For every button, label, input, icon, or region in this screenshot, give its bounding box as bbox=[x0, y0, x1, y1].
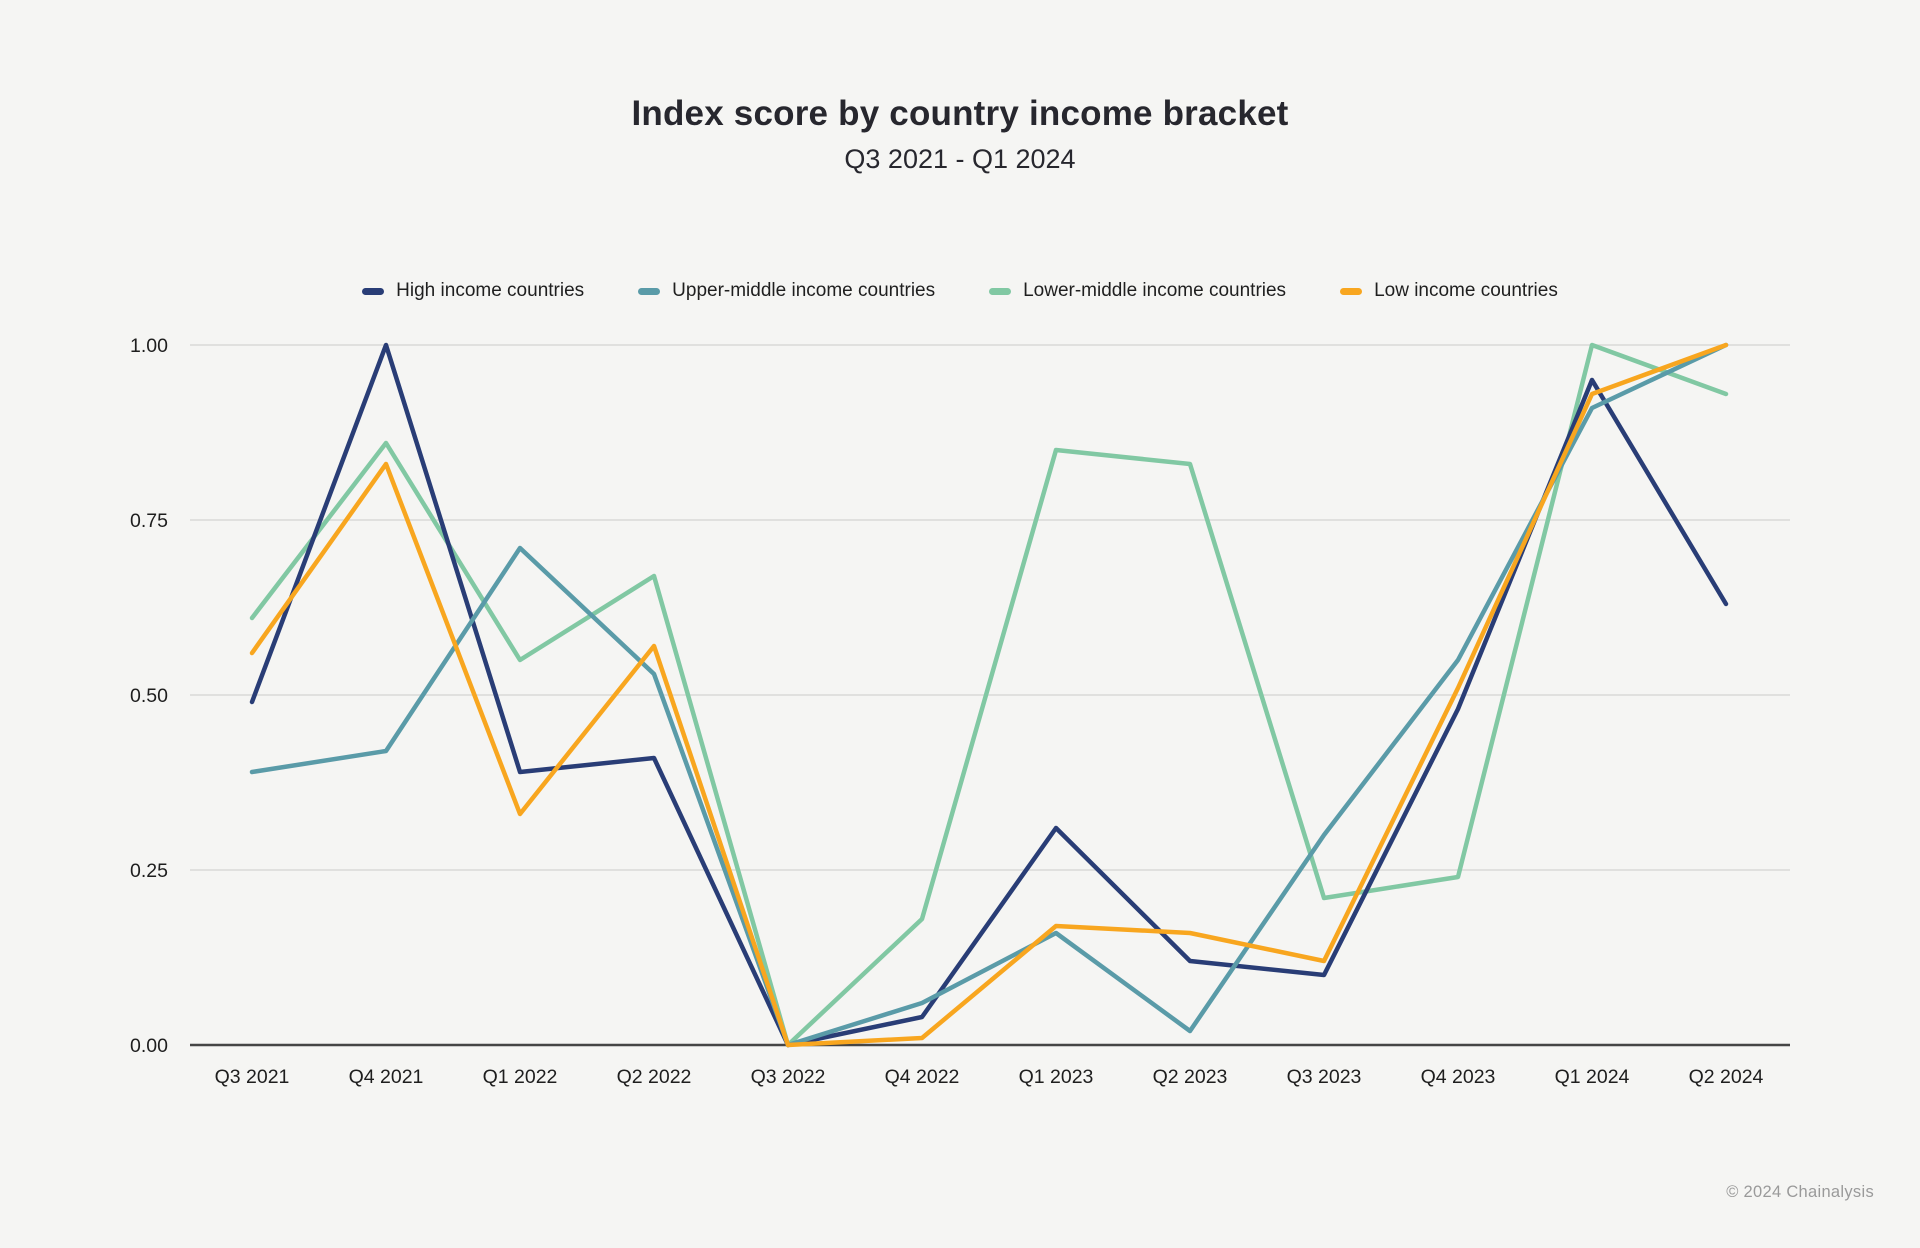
series-line-low-income-countries bbox=[249, 342, 1729, 1048]
legend-swatch-icon bbox=[989, 287, 1012, 295]
legend-item-upper-middle-income-countries: Upper-middle income countries bbox=[638, 280, 935, 302]
legend-swatch-icon bbox=[638, 287, 661, 295]
y-tick-label: 1.00 bbox=[130, 335, 168, 357]
x-tick-label: Q4 2023 bbox=[1421, 1066, 1496, 1088]
chart-title: Index score by country income bracket bbox=[631, 94, 1289, 133]
x-tick-label: Q3 2021 bbox=[215, 1066, 290, 1088]
legend-label: Lower-middle income countries bbox=[1023, 280, 1287, 301]
legend-label: Upper-middle income countries bbox=[672, 280, 936, 301]
x-tick-label: Q2 2024 bbox=[1689, 1066, 1764, 1088]
x-tick-label: Q4 2022 bbox=[885, 1066, 960, 1088]
chart-header: Index score by country income bracket Q3… bbox=[0, 94, 1920, 175]
legend-swatch-icon bbox=[1340, 287, 1363, 295]
x-tick-label: Q1 2022 bbox=[483, 1066, 558, 1088]
x-tick-label: Q1 2023 bbox=[1019, 1066, 1094, 1088]
legend-item-low-income-countries: Low income countries bbox=[1340, 280, 1558, 302]
legend-swatch-icon bbox=[362, 287, 385, 295]
legend-item-lower-middle-income-countries: Lower-middle income countries bbox=[989, 280, 1286, 302]
x-tick-label: Q1 2024 bbox=[1555, 1066, 1630, 1088]
y-tick-label: 0.00 bbox=[130, 1035, 168, 1057]
chart-subtitle: Q3 2021 - Q1 2024 bbox=[844, 144, 1076, 174]
x-tick-label: Q2 2022 bbox=[617, 1066, 692, 1088]
copyright: © 2024 Chainalysis bbox=[1726, 1183, 1874, 1201]
x-tick-label: Q3 2023 bbox=[1287, 1066, 1362, 1088]
legend: High income countries Upper-middle income… bbox=[0, 274, 1920, 308]
legend-label: High income countries bbox=[396, 280, 585, 301]
series-line-high-income-countries bbox=[249, 342, 1729, 1048]
legend-item-high-income-countries: High income countries bbox=[362, 280, 584, 302]
series-line-upper-middle-income-countries bbox=[249, 342, 1729, 1048]
y-tick-label: 0.25 bbox=[130, 860, 168, 882]
x-tick-label: Q3 2022 bbox=[751, 1066, 826, 1088]
series-line-lower-middle-income-countries bbox=[249, 342, 1729, 1048]
y-tick-label: 0.75 bbox=[130, 510, 168, 532]
x-tick-label: Q4 2021 bbox=[349, 1066, 424, 1088]
legend-label: Low income countries bbox=[1374, 280, 1558, 301]
y-tick-label: 0.50 bbox=[130, 685, 168, 707]
x-tick-label: Q2 2023 bbox=[1153, 1066, 1228, 1088]
